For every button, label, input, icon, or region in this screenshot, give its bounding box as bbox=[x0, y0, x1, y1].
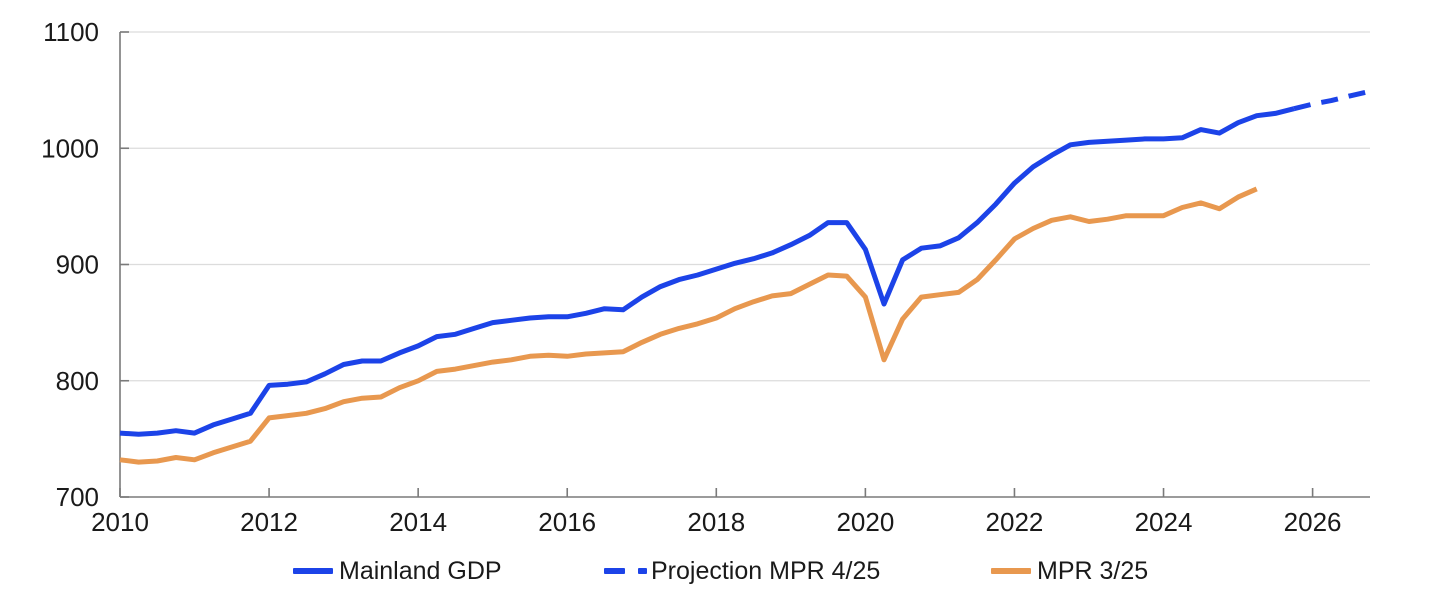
x-tick-label: 2010 bbox=[91, 507, 149, 537]
legend-item-mpr325: MPR 3/25 bbox=[991, 556, 1148, 586]
chart-legend: Mainland GDP Projection MPR 4/25 MPR 3/2… bbox=[0, 556, 1445, 586]
y-tick-label: 700 bbox=[56, 482, 99, 512]
projection-dashed-swatch bbox=[604, 568, 647, 574]
y-tick-label: 1000 bbox=[41, 133, 99, 163]
projection-mpr-4-25-line bbox=[1293, 88, 1371, 112]
legend-item-projection: Projection MPR 4/25 bbox=[604, 556, 880, 586]
mpr325-line-swatch bbox=[991, 568, 1031, 574]
mainland-gdp-line-swatch bbox=[293, 568, 333, 574]
legend-label-projection: Projection MPR 4/25 bbox=[651, 556, 881, 585]
mpr-3-25-line bbox=[119, 186, 1258, 465]
y-tick-label: 800 bbox=[56, 366, 99, 396]
legend-label-mainland-gdp: Mainland GDP bbox=[339, 556, 502, 585]
x-tick-label: 2020 bbox=[836, 507, 894, 537]
x-tick-label: 2018 bbox=[687, 507, 745, 537]
axis-labels: 700 800 900 1000 1100 2010 2012 2014 2016 2018 202… bbox=[41, 17, 1341, 537]
x-tick-label: 2016 bbox=[538, 507, 596, 537]
x-tick-label: 2022 bbox=[986, 507, 1044, 537]
mainland-gdp-line bbox=[119, 106, 1295, 437]
legend-item-mainland-gdp: Mainland GDP bbox=[293, 556, 502, 586]
series-lines bbox=[119, 88, 1371, 465]
axes bbox=[119, 31, 1370, 498]
y-tick-label: 1100 bbox=[43, 17, 99, 47]
x-tick-label: 2012 bbox=[240, 507, 298, 537]
gridlines bbox=[120, 31, 1370, 382]
y-tick-label: 900 bbox=[56, 250, 99, 280]
legend-label-mpr325: MPR 3/25 bbox=[1037, 556, 1149, 585]
x-tick-label: 2026 bbox=[1284, 507, 1342, 537]
x-tick-label: 2014 bbox=[389, 507, 447, 537]
x-tick-label: 2024 bbox=[1135, 507, 1193, 537]
